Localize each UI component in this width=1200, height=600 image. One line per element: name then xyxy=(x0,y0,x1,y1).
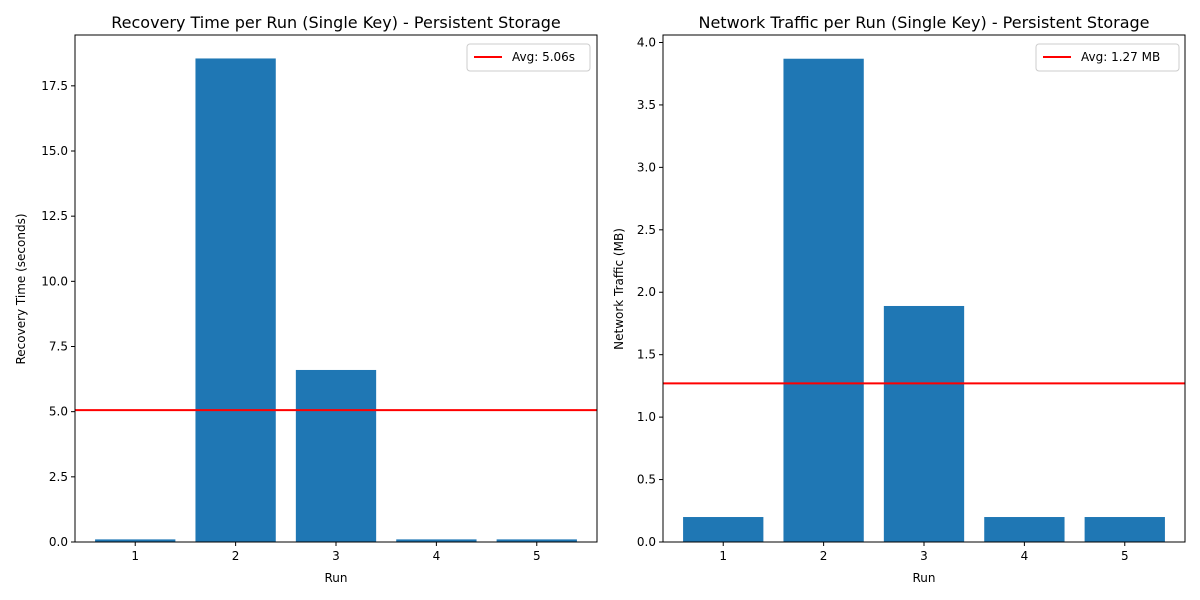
bar-run-2 xyxy=(195,58,276,543)
legend-label: Avg: 5.06s xyxy=(512,50,575,64)
network-traffic-chart: Network Traffic per Run (Single Key) - P… xyxy=(612,13,1186,585)
x-tick-label: 2 xyxy=(820,549,828,563)
chart-title: Recovery Time per Run (Single Key) - Per… xyxy=(111,13,561,32)
y-tick-label: 12.5 xyxy=(41,209,68,223)
y-tick-label: 0.5 xyxy=(637,473,656,487)
bar-run-1 xyxy=(95,539,176,542)
axes: 0.0 0.5 1.0 1.5 2.0 2.5 3.0 3.5 4.0 1 2 3 4 5 xyxy=(637,34,1186,563)
y-tick-label: 2.5 xyxy=(49,470,68,484)
bars xyxy=(683,58,1165,543)
y-tick-label: 3.0 xyxy=(637,160,656,174)
legend-box xyxy=(466,43,591,72)
x-axis-label: Run xyxy=(324,571,347,585)
y-tick-label: 7.5 xyxy=(49,339,68,353)
legend-box xyxy=(1035,43,1180,72)
bar-run-5 xyxy=(1084,517,1165,542)
x-tick-label: 3 xyxy=(332,549,340,563)
y-tick-label: 0.0 xyxy=(637,535,656,549)
y-tick-label: 2.0 xyxy=(637,285,656,299)
y-axis-label: Recovery Time (seconds) xyxy=(14,213,28,364)
y-tick-label: 2.5 xyxy=(637,223,656,237)
legend: Avg: 5.06s xyxy=(466,43,591,72)
y-tick-label: 0.0 xyxy=(49,535,68,549)
recovery-time-chart: Recovery Time per Run (Single Key) - Per… xyxy=(14,13,598,585)
bar-run-1 xyxy=(683,517,764,542)
x-tick-label: 1 xyxy=(131,549,139,563)
x-axis-label: Run xyxy=(912,571,935,585)
bar-run-2 xyxy=(783,58,864,543)
x-tick-label: 2 xyxy=(232,549,240,563)
y-axis-label: Network Traffic (MB) xyxy=(612,228,626,350)
x-tick-label: 4 xyxy=(433,549,441,563)
x-tick-label: 3 xyxy=(920,549,928,563)
x-tick-label: 1 xyxy=(719,549,727,563)
x-tick-label: 5 xyxy=(533,549,541,563)
y-tick-label: 3.5 xyxy=(637,98,656,112)
y-tick-label: 10.0 xyxy=(41,274,68,288)
axes: 0.0 2.5 5.0 7.5 10.0 12.5 15.0 17.5 1 2 3 4 5 xyxy=(41,34,598,563)
y-tick-label: 17.5 xyxy=(41,79,68,93)
y-tick-label: 15.0 xyxy=(41,144,68,158)
y-tick-label: 4.0 xyxy=(637,35,656,49)
x-tick-label: 4 xyxy=(1021,549,1029,563)
bar-run-4 xyxy=(396,539,477,542)
bar-run-5 xyxy=(496,539,577,542)
y-tick-label: 5.0 xyxy=(49,405,68,419)
y-tick-label: 1.0 xyxy=(637,410,656,424)
bar-run-3 xyxy=(295,369,377,542)
bar-run-4 xyxy=(984,517,1065,542)
chart-title: Network Traffic per Run (Single Key) - P… xyxy=(698,13,1149,32)
bar-run-3 xyxy=(883,305,965,542)
bars xyxy=(95,58,577,543)
y-tick-label: 1.5 xyxy=(637,348,656,362)
legend-label: Avg: 1.27 MB xyxy=(1081,50,1160,64)
x-tick-label: 5 xyxy=(1121,549,1129,563)
legend: Avg: 1.27 MB xyxy=(1035,43,1180,72)
